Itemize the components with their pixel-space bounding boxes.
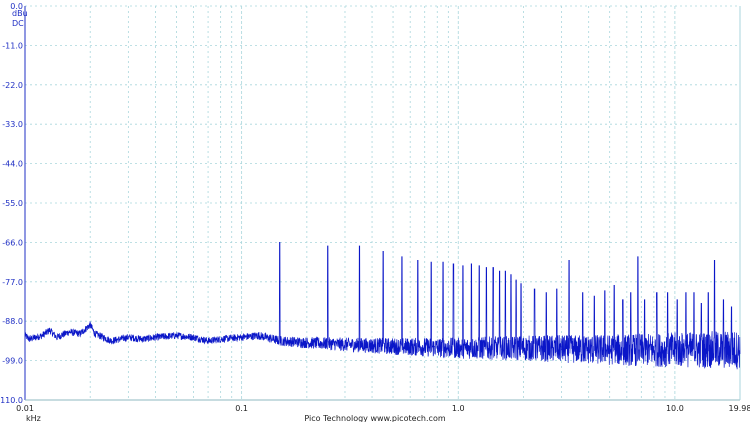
x-tick-label: 0.1: [235, 404, 248, 413]
tick-labels: 0.0 -11.0 -22.0 -33.0 -44.0 -55.0 -66.0 -77.0 -8…: [0, 2, 750, 413]
x-tick-label: 0.01: [16, 404, 34, 413]
y-tick-label: -77.0: [2, 278, 23, 287]
x-tick-label: 19.98: [729, 404, 750, 413]
x-tick-label: 1.0: [452, 404, 465, 413]
y-tick-label: -33.0: [2, 120, 23, 129]
y-tick-label: -11.0: [2, 41, 23, 50]
y-tick-label: -22.0: [2, 81, 23, 90]
y-tick-label: -66.0: [2, 238, 23, 247]
x-tick-label: 10.0: [666, 404, 684, 413]
y-tick-label: 0.0: [10, 2, 23, 11]
footer-credit: Pico Technology www.picotech.com: [304, 414, 445, 422]
y-tick-label: -44.0: [2, 160, 23, 169]
x-axis-unit-label: kHz: [26, 414, 41, 422]
axes: [24, 6, 741, 401]
series-line: [24, 242, 741, 370]
y-tick-label: -88.0: [2, 317, 23, 326]
y-tick-label: -110.0: [0, 396, 23, 405]
y-tick-label: -99.0: [2, 357, 23, 366]
series-spectrum: [24, 242, 741, 370]
y-tick-label: -55.0: [2, 199, 23, 208]
coupling-label: DC: [12, 19, 24, 28]
y-axis-unit-label: dBu: [12, 9, 28, 18]
